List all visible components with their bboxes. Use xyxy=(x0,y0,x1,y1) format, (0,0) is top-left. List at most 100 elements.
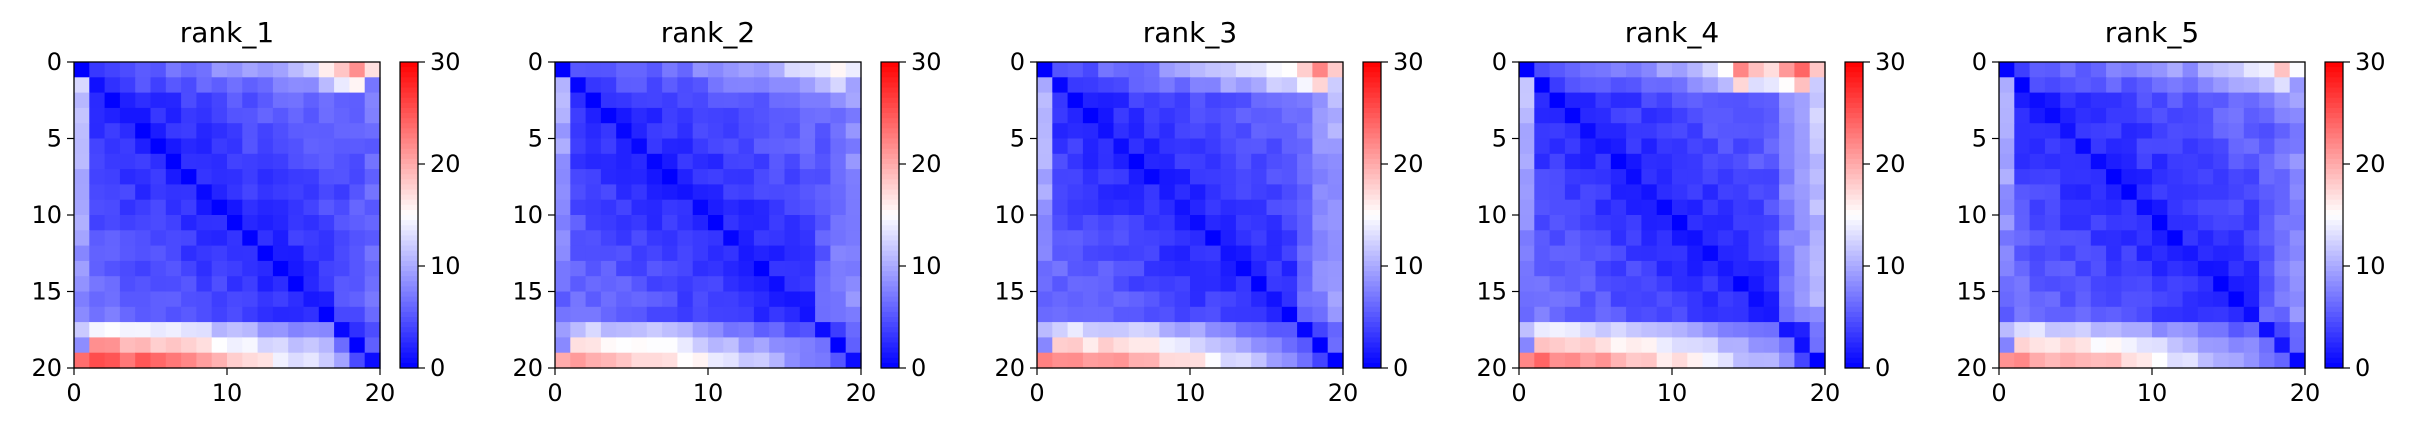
heatmap-cell xyxy=(784,77,801,94)
heatmap-cell xyxy=(2152,77,2168,94)
colorbar-segment xyxy=(881,322,899,328)
heatmap-cell xyxy=(2029,276,2046,293)
heatmap-cell xyxy=(2243,123,2260,140)
heatmap-cell xyxy=(1809,276,1826,293)
heatmap-cell xyxy=(1687,153,1704,170)
heatmap-cell xyxy=(1656,123,1673,140)
colorbar-segment xyxy=(1363,189,1381,196)
y-tick-label: 10 xyxy=(994,201,1025,229)
x-tick-label: 0 xyxy=(547,379,562,407)
heatmap-cell xyxy=(303,107,320,124)
heatmap-cell xyxy=(2075,291,2092,308)
heatmap-cell xyxy=(1297,62,1313,78)
heatmap-cell xyxy=(1113,138,1130,155)
heatmap-cell xyxy=(2167,322,2184,338)
y-tick-label: 15 xyxy=(31,278,62,306)
heatmap-cell xyxy=(349,77,366,94)
heatmap-cell xyxy=(1082,260,1099,277)
colorbar-segment xyxy=(881,138,899,145)
colorbar-segment xyxy=(881,317,899,323)
heatmap-cell xyxy=(723,230,740,247)
heatmap-cell xyxy=(1235,153,1252,170)
heatmap-cell xyxy=(242,92,259,109)
heatmap-cell xyxy=(272,92,289,109)
heatmap-cell xyxy=(272,322,289,338)
heatmap-cell xyxy=(364,107,381,124)
heatmap-cell xyxy=(2182,199,2199,216)
heatmap-cell xyxy=(1266,199,1283,216)
heatmap-cell xyxy=(196,306,213,323)
heatmap-cell xyxy=(570,169,587,185)
heatmap-cell xyxy=(1297,199,1313,216)
heatmap-cell xyxy=(2060,199,2077,216)
colorbar-segment xyxy=(881,169,899,175)
heatmap-cell xyxy=(2228,184,2245,201)
heatmap-cell xyxy=(2213,230,2230,247)
heatmap-cell xyxy=(1549,306,1566,323)
heatmap-cell xyxy=(2044,230,2061,247)
heatmap-cell xyxy=(165,245,182,262)
heatmap-cell xyxy=(1595,107,1612,124)
colorbar-segment xyxy=(881,143,899,150)
heatmap-cell xyxy=(1251,153,1268,170)
heatmap-cell xyxy=(1809,230,1826,247)
heatmap-cell xyxy=(2044,169,2061,185)
heatmap-cell xyxy=(1098,153,1115,170)
heatmap-cell xyxy=(1519,184,1535,201)
heatmap-cell xyxy=(1312,337,1329,354)
heatmap-cell xyxy=(1235,337,1252,354)
heatmap-cell xyxy=(1809,62,1826,78)
heatmap-cell xyxy=(600,62,617,78)
heatmap-cell xyxy=(1266,260,1283,277)
heatmap-cell xyxy=(1205,62,1222,78)
heatmap-cell xyxy=(1534,123,1551,140)
heatmap-cell xyxy=(1159,199,1176,216)
heatmap-cell xyxy=(555,352,571,369)
heatmap-cell xyxy=(1327,62,1344,78)
heatmap-cell xyxy=(1174,184,1191,201)
heatmap-cell xyxy=(257,184,274,201)
heatmap-cell xyxy=(2213,153,2230,170)
heatmap-cell xyxy=(555,322,571,338)
heatmap-cell xyxy=(662,306,678,323)
heatmap-cell xyxy=(1549,153,1566,170)
heatmap-cell xyxy=(784,337,801,354)
heatmap-cell xyxy=(1098,306,1115,323)
heatmap-cell xyxy=(1052,77,1069,94)
heatmap-cell xyxy=(1082,215,1099,231)
heatmap-cell xyxy=(1113,153,1130,170)
colorbar-segment xyxy=(400,230,418,236)
heatmap-cell xyxy=(1037,153,1053,170)
heatmap-cell xyxy=(799,169,816,185)
colorbar-segment xyxy=(1363,260,1381,267)
heatmap-cell xyxy=(334,169,350,185)
heatmap-cell xyxy=(815,276,831,293)
heatmap-cell xyxy=(769,230,786,247)
heatmap-cell xyxy=(1281,276,1298,293)
heatmap-cell xyxy=(272,169,289,185)
x-tick-label: 20 xyxy=(1328,379,1359,407)
colorbar-segment xyxy=(400,235,418,242)
heatmap-cell xyxy=(677,291,694,308)
heatmap-cell xyxy=(196,169,213,185)
heatmap-cell xyxy=(1082,322,1099,338)
heatmap-cell xyxy=(815,153,831,170)
heatmap-cell xyxy=(1519,215,1535,231)
heatmap-cell xyxy=(1717,306,1734,323)
heatmap-cell xyxy=(1220,245,1237,262)
heatmap-cell xyxy=(1159,62,1176,78)
heatmap-cell xyxy=(211,291,228,308)
heatmap-cell xyxy=(1656,77,1673,94)
heatmap-cell xyxy=(2152,107,2168,124)
colorbar-segment xyxy=(1845,82,1863,89)
heatmap-cell xyxy=(1580,291,1597,308)
heatmap-cell xyxy=(1626,245,1642,262)
heatmap-cell xyxy=(1174,138,1191,155)
colorbar-segment xyxy=(1363,169,1381,175)
heatmap-cell xyxy=(334,107,350,124)
heatmap-cell xyxy=(257,230,274,247)
heatmap-cell xyxy=(1580,153,1597,170)
heatmap-cell xyxy=(555,62,571,78)
heatmap-cell xyxy=(1763,153,1780,170)
